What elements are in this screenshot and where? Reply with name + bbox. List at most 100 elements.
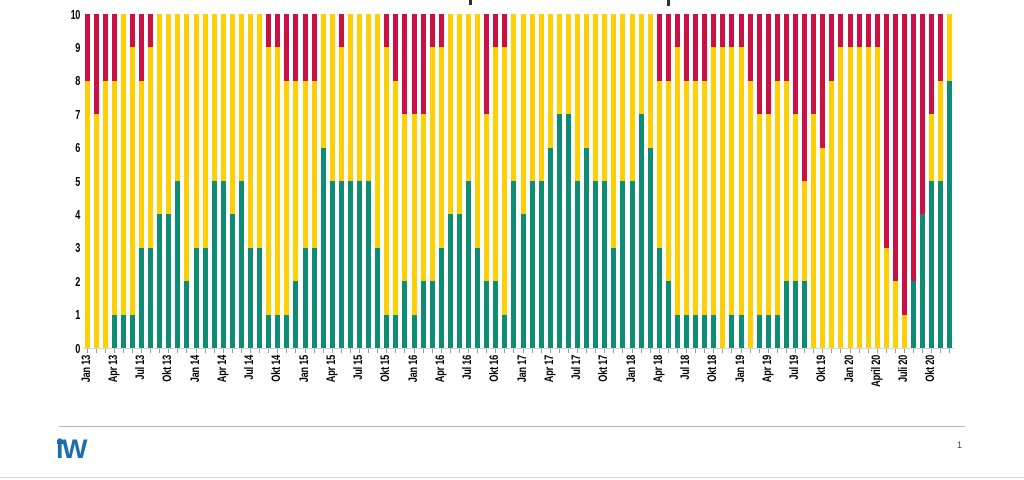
segment-yellow [493, 47, 499, 282]
x-axis-tick [740, 349, 742, 353]
segment-green [438, 247, 444, 348]
x-axis-tick [113, 349, 115, 353]
x-axis-tick [386, 349, 388, 353]
segment-red [411, 14, 417, 115]
segment-yellow [447, 14, 453, 215]
segment-yellow [275, 47, 281, 315]
x-axis-tick [776, 349, 778, 353]
segment-yellow [129, 47, 135, 315]
bar-Jan-17 [520, 14, 526, 348]
segment-green [202, 247, 208, 348]
segment-green [375, 247, 381, 348]
x-axis-tick [949, 349, 951, 353]
segment-green [220, 181, 226, 348]
segment-red [438, 14, 444, 48]
x-axis-tick [477, 349, 479, 353]
bar-Feb-17 [529, 14, 535, 348]
x-axis-tick [749, 349, 751, 353]
segment-yellow [202, 14, 208, 248]
segment-yellow [838, 47, 844, 348]
segment-green [193, 247, 199, 348]
segment-red [311, 14, 317, 81]
segment-green [111, 314, 117, 348]
segment-green [229, 214, 235, 348]
x-axis-tick [676, 349, 678, 353]
bar-Dez-14 [293, 14, 299, 348]
x-axis-tick [913, 349, 915, 353]
segment-yellow [166, 14, 172, 215]
segment-yellow [575, 14, 581, 181]
bar-Jul-13 [139, 14, 144, 348]
segment-green [783, 281, 789, 348]
x-axis-tick [368, 349, 370, 353]
x-tick-label: Jul 16 [462, 355, 475, 380]
y-tick-label: 4 [75, 206, 80, 222]
x-axis-tick [259, 349, 261, 353]
bar-Jun-17 [565, 14, 571, 348]
bar-Mai-14 [229, 14, 235, 348]
segment-green [493, 281, 499, 348]
bar-Aug-18 [693, 14, 699, 348]
x-axis-tick [131, 349, 133, 353]
segment-yellow [647, 14, 653, 148]
segment-red [720, 14, 726, 48]
bar-Dez-19 [838, 14, 844, 348]
bar-Mai-15 [338, 14, 344, 348]
segment-yellow [547, 14, 553, 148]
segment-red [665, 14, 671, 81]
bar-Apr-13 [111, 14, 117, 348]
segment-green [447, 214, 453, 348]
segment-red [820, 14, 826, 148]
bar-Aug-19 [802, 14, 808, 348]
segment-yellow [229, 14, 235, 215]
segment-green [184, 281, 190, 348]
bar-Sep-14 [266, 14, 272, 348]
segment-red [102, 14, 108, 81]
segment-green [520, 214, 526, 348]
segment-yellow [220, 14, 226, 181]
segment-green [793, 281, 799, 348]
iw-logo-text: iW [56, 434, 88, 464]
bar-Sep-16 [484, 14, 490, 348]
segment-yellow [729, 47, 735, 315]
x-tick-label: Jul 15 [353, 355, 366, 380]
segment-red [702, 14, 708, 81]
segment-red [284, 14, 290, 81]
iw-logo: iW [56, 434, 88, 464]
segment-green [638, 114, 644, 348]
x-axis-tick [204, 349, 206, 353]
segment-red [275, 14, 281, 48]
x-axis-tick [231, 349, 233, 353]
bar-Aug-14 [257, 14, 263, 348]
bar-Jun-15 [347, 14, 353, 348]
segment-red [393, 14, 399, 81]
x-axis-tick [549, 349, 551, 353]
x-tick-label: Jul 13 [135, 355, 147, 380]
segment-yellow [684, 80, 690, 315]
segment-green [774, 314, 780, 348]
bar-Jun-18 [674, 14, 680, 348]
segment-green [711, 314, 717, 348]
x-axis-tick [622, 349, 624, 353]
segment-green [665, 281, 671, 348]
x-axis-tick [177, 349, 179, 353]
x-axis-tick [604, 349, 606, 353]
bar-Nov-17 [611, 14, 617, 348]
x-axis-tick [104, 349, 106, 353]
segment-yellow [747, 80, 753, 348]
x-axis-tick [277, 349, 279, 353]
x-axis-tick [440, 349, 442, 353]
segment-yellow [802, 181, 808, 282]
x-axis-tick [286, 349, 288, 353]
x-tick-label: Jul 18 [680, 355, 693, 380]
segment-yellow [375, 14, 381, 248]
segment-red [84, 14, 90, 81]
bar-Nov-13 [175, 14, 181, 348]
x-axis-tick [704, 349, 706, 353]
segment-yellow [593, 14, 599, 181]
x-axis-tick [413, 349, 415, 353]
x-axis-tick [558, 349, 560, 353]
x-axis-tick [486, 349, 488, 353]
segment-yellow [466, 14, 472, 181]
bar-Jan-19 [738, 14, 744, 348]
